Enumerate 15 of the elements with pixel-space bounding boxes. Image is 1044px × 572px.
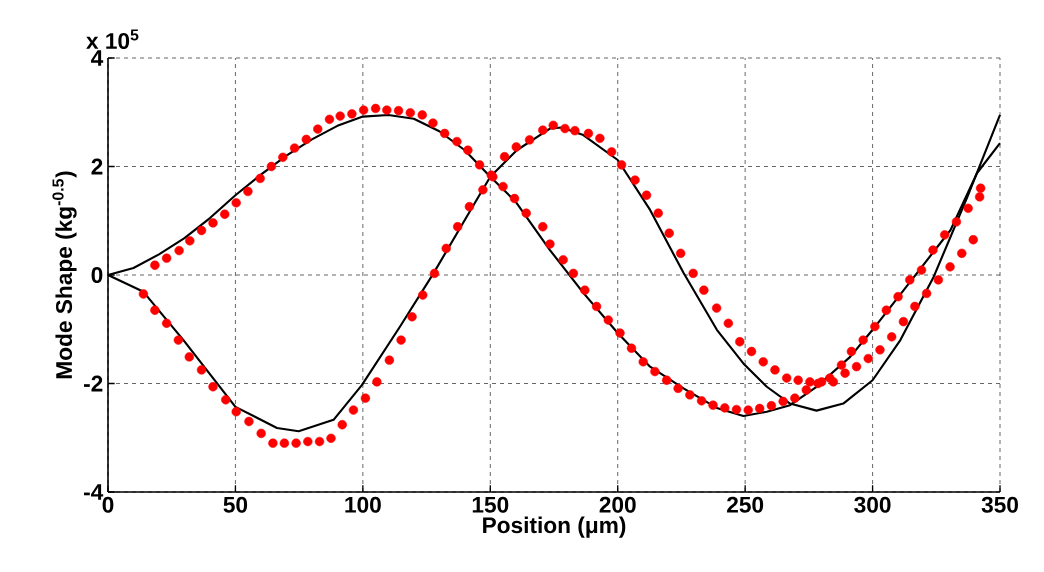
x-tick-label: 300 [854,496,891,513]
x-tick-label: 100 [345,496,381,513]
x-axis-title: Position (μm) [483,516,626,538]
y-tick-label: -2 [84,375,103,392]
text: x 10$^{5}$ [86,29,139,49]
x-tick-label: 50 [223,496,248,513]
y-axis-title: Mode Shape (kg$^{-0.5}$) [52,171,77,379]
x-tick-label: 350 [981,496,1018,513]
x-tick-label: 200 [599,496,636,513]
x-tick-label: 150 [472,496,509,513]
y-tick-label: -4 [84,484,104,500]
y-tick-label: 4 [91,50,104,66]
y-tick-label: 0 [91,266,103,284]
x-tick-label: 250 [727,496,764,513]
y-tick-label: 2 [91,158,103,175]
